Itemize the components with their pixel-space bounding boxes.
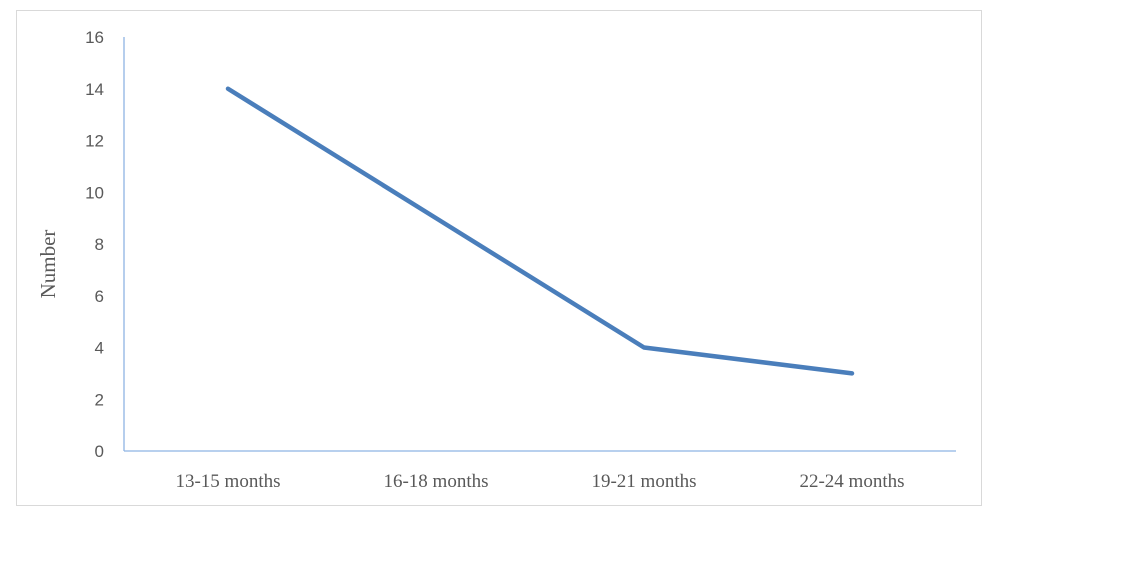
y-tick-label: 0 — [95, 442, 104, 461]
x-tick-label: 19-21 months — [591, 471, 696, 492]
y-tick-label: 4 — [95, 339, 104, 358]
y-tick-label: 8 — [95, 235, 104, 254]
y-tick-label: 2 — [95, 390, 104, 409]
x-tick-label: 22-24 months — [799, 471, 904, 492]
x-tick-label: 16-18 months — [383, 471, 488, 492]
y-tick-label: 16 — [85, 28, 104, 47]
y-tick-label: 10 — [85, 183, 104, 202]
y-tick-label: 6 — [95, 287, 104, 306]
y-tick-labels: 0 2 4 6 8 10 12 14 16 — [85, 28, 104, 461]
series-line — [228, 89, 852, 374]
chart-frame: 0 2 4 6 8 10 12 14 16 13-15 months 16-18 months 19… — [16, 10, 982, 506]
y-tick-label: 12 — [85, 132, 104, 151]
x-tick-labels: 13-15 months 16-18 months 19-21 months 22-2… — [175, 471, 904, 492]
series-layer — [228, 89, 852, 374]
x-tick-label: 13-15 months — [175, 471, 280, 492]
y-tick-label: 14 — [85, 80, 104, 99]
line-chart: 0 2 4 6 8 10 12 14 16 13-15 months 16-18 months 19… — [17, 11, 1140, 587]
y-axis-title: Number — [36, 230, 60, 299]
